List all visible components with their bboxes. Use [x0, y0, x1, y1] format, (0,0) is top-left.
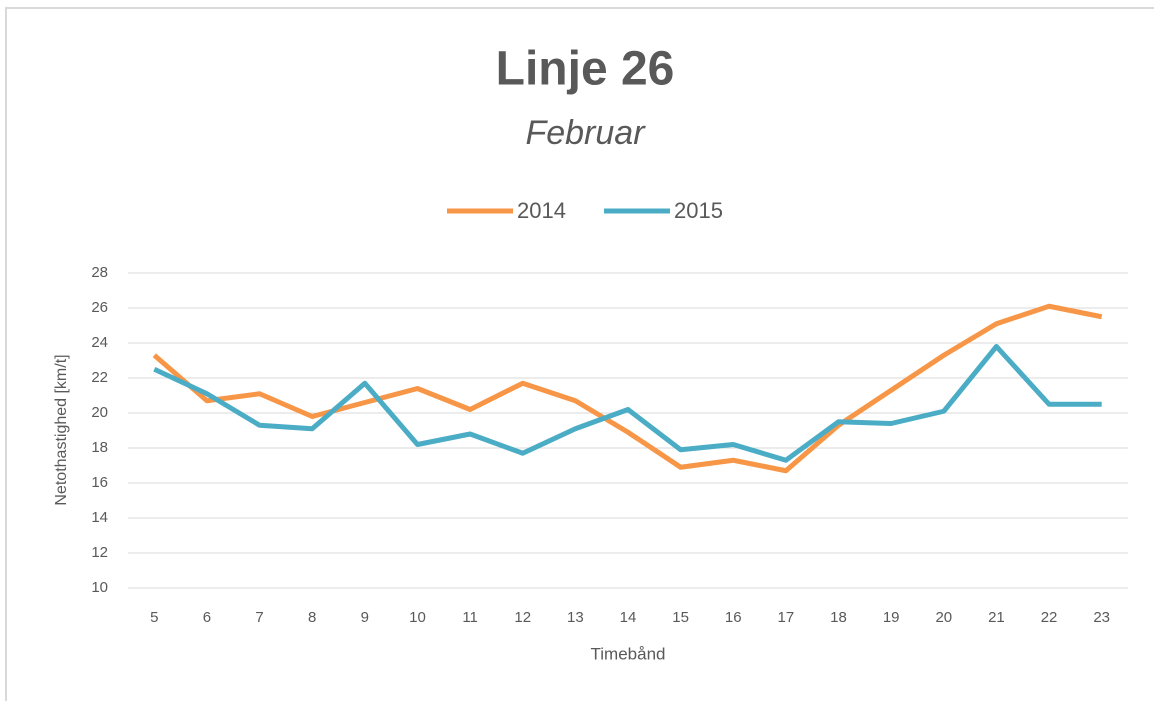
x-tick-label: 15	[672, 609, 689, 626]
x-tick-label: 12	[514, 609, 531, 626]
x-tick-label: 5	[150, 609, 158, 626]
x-tick-label: 14	[620, 609, 637, 626]
legend-label: 2015	[674, 198, 723, 223]
y-tick-label: 22	[91, 369, 108, 386]
x-tick-label: 17	[778, 609, 795, 626]
y-tick-label: 18	[91, 439, 108, 456]
y-tick-label: 12	[91, 544, 108, 561]
x-tick-label: 18	[830, 609, 847, 626]
chart-subtitle: Februar	[525, 114, 646, 152]
x-tick-label: 11	[462, 609, 478, 626]
line-series	[152, 303, 1103, 474]
chart-border	[5, 7, 1154, 701]
x-tick-label: 19	[883, 609, 900, 626]
x-tick-label: 10	[409, 609, 426, 626]
x-tick-label: 16	[725, 609, 742, 626]
x-axis-label: Timebånd	[591, 644, 666, 663]
x-tick-label: 13	[567, 609, 584, 626]
x-tick-label: 6	[203, 609, 211, 626]
x-tick-label: 8	[308, 609, 316, 626]
x-tick-label: 20	[935, 609, 952, 626]
chart-title: Linje 26	[496, 43, 675, 96]
x-tick-label: 22	[1041, 609, 1058, 626]
y-tick-label: 20	[91, 404, 108, 421]
y-axis-label: Netothastighed [km/t]	[53, 354, 70, 505]
y-tick-label: 24	[91, 334, 108, 351]
y-tick-label: 16	[91, 474, 108, 491]
x-tick-label: 7	[255, 609, 263, 626]
legend-label: 2014	[517, 198, 566, 223]
line-series	[153, 344, 1102, 463]
y-tick-label: 14	[91, 509, 108, 526]
y-tick-label: 10	[91, 579, 108, 596]
y-tick-label: 28	[91, 264, 108, 281]
x-tick-label: 23	[1093, 609, 1110, 626]
x-tick-label: 21	[988, 609, 1005, 626]
y-tick-label: 26	[91, 299, 108, 316]
x-tick-label: 9	[361, 609, 369, 626]
